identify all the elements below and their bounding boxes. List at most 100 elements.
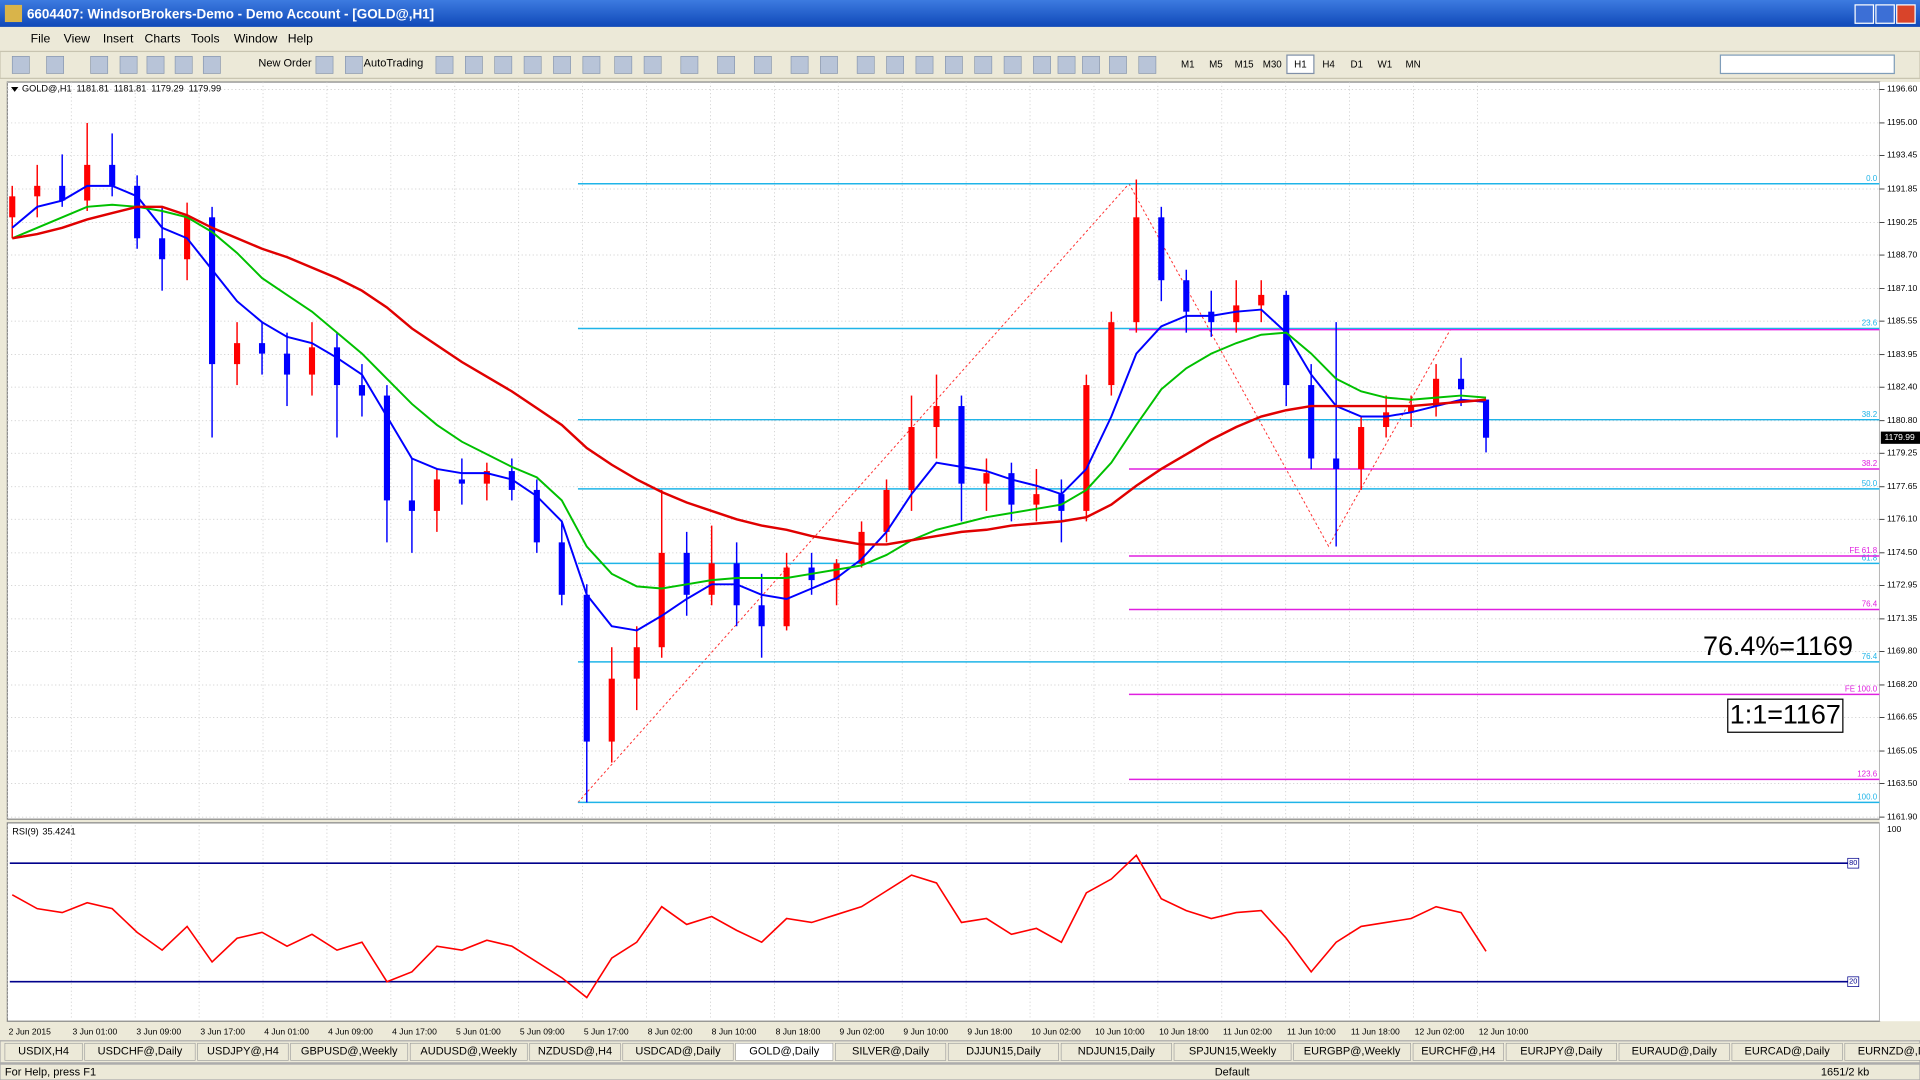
close-button[interactable] xyxy=(1896,4,1916,24)
chart-tab-label[interactable]: SILVER@,Daily xyxy=(852,1046,930,1058)
timeframe-button[interactable]: M1 xyxy=(1181,59,1195,70)
chart-tab[interactable] xyxy=(197,1042,289,1061)
menu-item[interactable]: Tools xyxy=(191,31,220,45)
toolbar-icon[interactable] xyxy=(1109,56,1127,74)
toolbar-icon[interactable] xyxy=(1082,56,1100,74)
toolbar-icon[interactable] xyxy=(494,56,513,74)
chart-tab-label[interactable]: NZDUSD@,H4 xyxy=(538,1046,612,1058)
timeframe-button[interactable]: H1 xyxy=(1294,59,1307,70)
chart-tab-label[interactable]: EURCHF@,H4 xyxy=(1421,1046,1495,1058)
timeframe-button[interactable]: M30 xyxy=(1263,59,1283,70)
chart-tab-label[interactable]: USDJPY@,H4 xyxy=(207,1046,279,1058)
toolbar-icon[interactable] xyxy=(753,56,772,74)
timeframe-button[interactable]: MN xyxy=(1405,59,1420,70)
chart-tab-label[interactable]: USDIX,H4 xyxy=(18,1046,69,1058)
chart-tab[interactable] xyxy=(1618,1042,1730,1061)
menu-item[interactable]: View xyxy=(64,31,90,45)
chart-tab[interactable] xyxy=(835,1042,947,1061)
chart-tab[interactable] xyxy=(1060,1042,1172,1061)
chart-tab[interactable] xyxy=(290,1042,409,1061)
chart-tab[interactable] xyxy=(84,1042,196,1061)
toolbar-icon[interactable] xyxy=(717,56,735,74)
x-tick-label: 10 Jun 18:00 xyxy=(1159,1027,1209,1037)
toolbar-icon[interactable] xyxy=(886,56,904,74)
chart-tab[interactable] xyxy=(622,1042,734,1061)
toolbar-icon[interactable] xyxy=(345,56,363,74)
toolbar-icon[interactable] xyxy=(435,56,454,74)
chart-tab-label[interactable]: EURCAD@,Daily xyxy=(1745,1046,1831,1058)
chart-tab[interactable] xyxy=(1731,1042,1843,1061)
chart-tab[interactable] xyxy=(1505,1042,1617,1061)
toolbar-icon[interactable] xyxy=(11,56,30,74)
chart-tab[interactable] xyxy=(529,1042,621,1061)
menu-item[interactable]: Help xyxy=(288,31,313,45)
toolbar-icon[interactable] xyxy=(1033,56,1051,74)
search-box[interactable] xyxy=(1719,54,1895,75)
toolbar-icon[interactable] xyxy=(1057,56,1076,74)
toolbar-icon[interactable] xyxy=(146,56,165,74)
y-tick-label: 1188.70 xyxy=(1887,249,1918,259)
chart-tab-label[interactable]: AUDUSD@,Weekly xyxy=(420,1046,517,1058)
chart-tab-label[interactable]: USDCAD@,Daily xyxy=(635,1046,721,1058)
timeframe-button[interactable]: M5 xyxy=(1209,59,1223,70)
toolbar-icon[interactable] xyxy=(582,56,601,74)
chart-tab[interactable] xyxy=(1412,1042,1504,1061)
toolbar-icon[interactable] xyxy=(614,56,633,74)
chart-tab[interactable] xyxy=(1844,1042,1920,1061)
timeframe-button[interactable]: D1 xyxy=(1350,59,1363,70)
toolbar-icon[interactable] xyxy=(945,56,963,74)
chart-tab[interactable] xyxy=(409,1042,528,1061)
timeframe-button[interactable]: H4 xyxy=(1322,59,1335,70)
fibo-trendline xyxy=(577,183,1130,803)
toolbar-icon[interactable] xyxy=(915,56,934,74)
chart-tab[interactable] xyxy=(4,1042,83,1061)
timeframe-button[interactable]: W1 xyxy=(1378,59,1393,70)
menu-item[interactable]: Charts xyxy=(144,31,180,45)
toolbar-icon[interactable] xyxy=(465,56,483,74)
chart-tab[interactable] xyxy=(947,1042,1060,1061)
chart-tab-label[interactable]: EURJPY@,Daily xyxy=(1520,1046,1603,1058)
toolbar-icon[interactable] xyxy=(119,56,138,74)
candle-body xyxy=(1108,322,1115,386)
toolbar-icon[interactable] xyxy=(643,56,662,74)
menu-item[interactable]: File xyxy=(31,31,51,45)
candle-body xyxy=(234,343,241,365)
toolbar-icon[interactable] xyxy=(1138,56,1157,74)
timeframe-button[interactable]: M15 xyxy=(1235,59,1255,70)
toolbar-icon[interactable] xyxy=(820,56,838,74)
chart-tab-label[interactable]: NDJUN15,Daily xyxy=(1078,1046,1156,1058)
chart-tab-label[interactable]: DJJUN15,Daily xyxy=(966,1046,1041,1058)
chart-tab-label[interactable]: GBPUSD@,Weekly xyxy=(301,1046,398,1058)
toolbar-icon[interactable] xyxy=(202,56,221,74)
toolbar-icon[interactable] xyxy=(680,56,699,74)
y-tick-label: 1163.50 xyxy=(1887,778,1918,788)
toolbar-icon[interactable] xyxy=(974,56,993,74)
toolbar-button[interactable]: AutoTrading xyxy=(364,58,424,70)
toolbar-icon[interactable] xyxy=(315,56,334,74)
chart-tab[interactable] xyxy=(1293,1042,1411,1061)
toolbar-icon[interactable] xyxy=(46,56,64,74)
chart-tab-label[interactable]: USDCHF@,Daily xyxy=(98,1046,183,1058)
chart-tab-label[interactable]: EURGBP@,Weekly xyxy=(1304,1046,1401,1058)
annotation: 76.4%=1169 xyxy=(1703,631,1853,661)
minimize-button[interactable] xyxy=(1854,4,1875,24)
toolbar-icon[interactable] xyxy=(553,56,571,74)
maximize-button[interactable] xyxy=(1875,4,1895,24)
menu-item[interactable]: Window xyxy=(234,31,278,45)
toolbar-icon[interactable] xyxy=(856,56,875,74)
menu-item[interactable]: Insert xyxy=(103,31,134,45)
toolbar-icon[interactable] xyxy=(1003,56,1022,74)
chart-tab-label[interactable]: SPJUN15,Weekly xyxy=(1189,1046,1277,1058)
x-tick-label: 9 Jun 10:00 xyxy=(903,1027,948,1037)
toolbar-icon[interactable] xyxy=(790,56,809,74)
toolbar-icon[interactable] xyxy=(523,56,542,74)
toolbar-icon[interactable] xyxy=(90,56,109,74)
chart-tab[interactable] xyxy=(1173,1042,1292,1061)
chart-tab-label[interactable]: EURNZD@,Daily xyxy=(1858,1046,1920,1058)
toolbar-icon[interactable] xyxy=(174,56,193,74)
chart-tab-label[interactable]: GOLD@,Daily xyxy=(749,1046,819,1058)
y-tick-label: 1182.40 xyxy=(1887,381,1918,391)
toolbar-button[interactable]: New Order xyxy=(258,58,312,70)
chart-tab-label[interactable]: EURAUD@,Daily xyxy=(1632,1046,1718,1058)
chart-tab[interactable] xyxy=(735,1042,834,1061)
